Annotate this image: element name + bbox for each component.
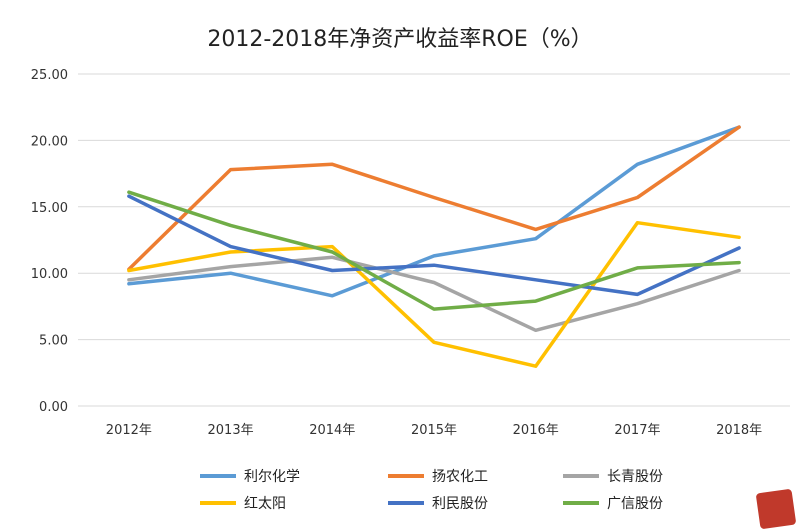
chart-title: 2012-2018年净资产收益率ROE（%） [207,27,592,52]
x-tick-label: 2012年 [106,423,152,438]
x-axis: 2012年 2013年 2014年 2015年 2016年 2017年 2018年 [106,423,762,438]
series-line [127,220,741,368]
y-tick-label: 15.00 [31,201,68,216]
legend-entry: 长青股份 [607,469,663,485]
legend-entry: 扬农化工 [432,469,488,485]
gridlines [78,73,790,407]
x-tick-label: 2018年 [716,423,762,438]
series-line [127,125,741,298]
x-tick-label: 2013年 [208,423,254,438]
x-tick-label: 2017年 [614,423,660,438]
y-tick-label: 20.00 [31,134,68,149]
y-tick-label: 0.00 [39,400,68,415]
series-line [127,125,741,271]
series-lines [127,125,741,368]
x-tick-label: 2015年 [411,423,457,438]
legend-entry: 利尔化学 [244,469,300,485]
y-axis: 0.00 5.00 10.00 15.00 20.00 25.00 [31,68,68,415]
series-line [127,194,741,297]
y-tick-label: 5.00 [39,334,68,349]
y-tick-label: 10.00 [31,267,68,282]
y-tick-label: 25.00 [31,68,68,83]
x-tick-label: 2014年 [309,423,355,438]
corner-logo-icon [755,488,797,530]
series-line [127,255,741,333]
series-line [127,190,741,311]
legend-entry: 红太阳 [244,496,286,512]
legend-entry: 利民股份 [432,496,488,512]
x-tick-label: 2016年 [513,423,559,438]
legend-entry: 广信股份 [607,496,663,512]
